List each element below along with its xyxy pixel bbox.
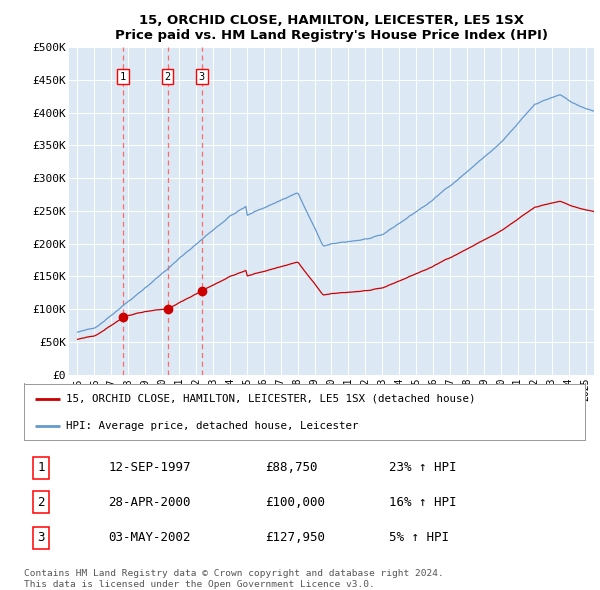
Text: 28-APR-2000: 28-APR-2000 — [108, 496, 191, 509]
Text: Contains HM Land Registry data © Crown copyright and database right 2024.
This d: Contains HM Land Registry data © Crown c… — [24, 569, 444, 589]
Text: £127,950: £127,950 — [265, 532, 325, 545]
Text: 16% ↑ HPI: 16% ↑ HPI — [389, 496, 456, 509]
Title: 15, ORCHID CLOSE, HAMILTON, LEICESTER, LE5 1SX
Price paid vs. HM Land Registry's: 15, ORCHID CLOSE, HAMILTON, LEICESTER, L… — [115, 14, 548, 42]
Text: 5% ↑ HPI: 5% ↑ HPI — [389, 532, 449, 545]
Text: 3: 3 — [37, 532, 44, 545]
Text: 2: 2 — [37, 496, 44, 509]
Text: £88,750: £88,750 — [265, 461, 318, 474]
Text: 3: 3 — [199, 71, 205, 81]
Text: 23% ↑ HPI: 23% ↑ HPI — [389, 461, 456, 474]
Text: HPI: Average price, detached house, Leicester: HPI: Average price, detached house, Leic… — [66, 421, 359, 431]
Text: 12-SEP-1997: 12-SEP-1997 — [108, 461, 191, 474]
Text: 2: 2 — [164, 71, 170, 81]
Text: 03-MAY-2002: 03-MAY-2002 — [108, 532, 191, 545]
Text: 1: 1 — [120, 71, 127, 81]
Text: 15, ORCHID CLOSE, HAMILTON, LEICESTER, LE5 1SX (detached house): 15, ORCHID CLOSE, HAMILTON, LEICESTER, L… — [66, 394, 476, 404]
Text: £100,000: £100,000 — [265, 496, 325, 509]
Text: 1: 1 — [37, 461, 44, 474]
